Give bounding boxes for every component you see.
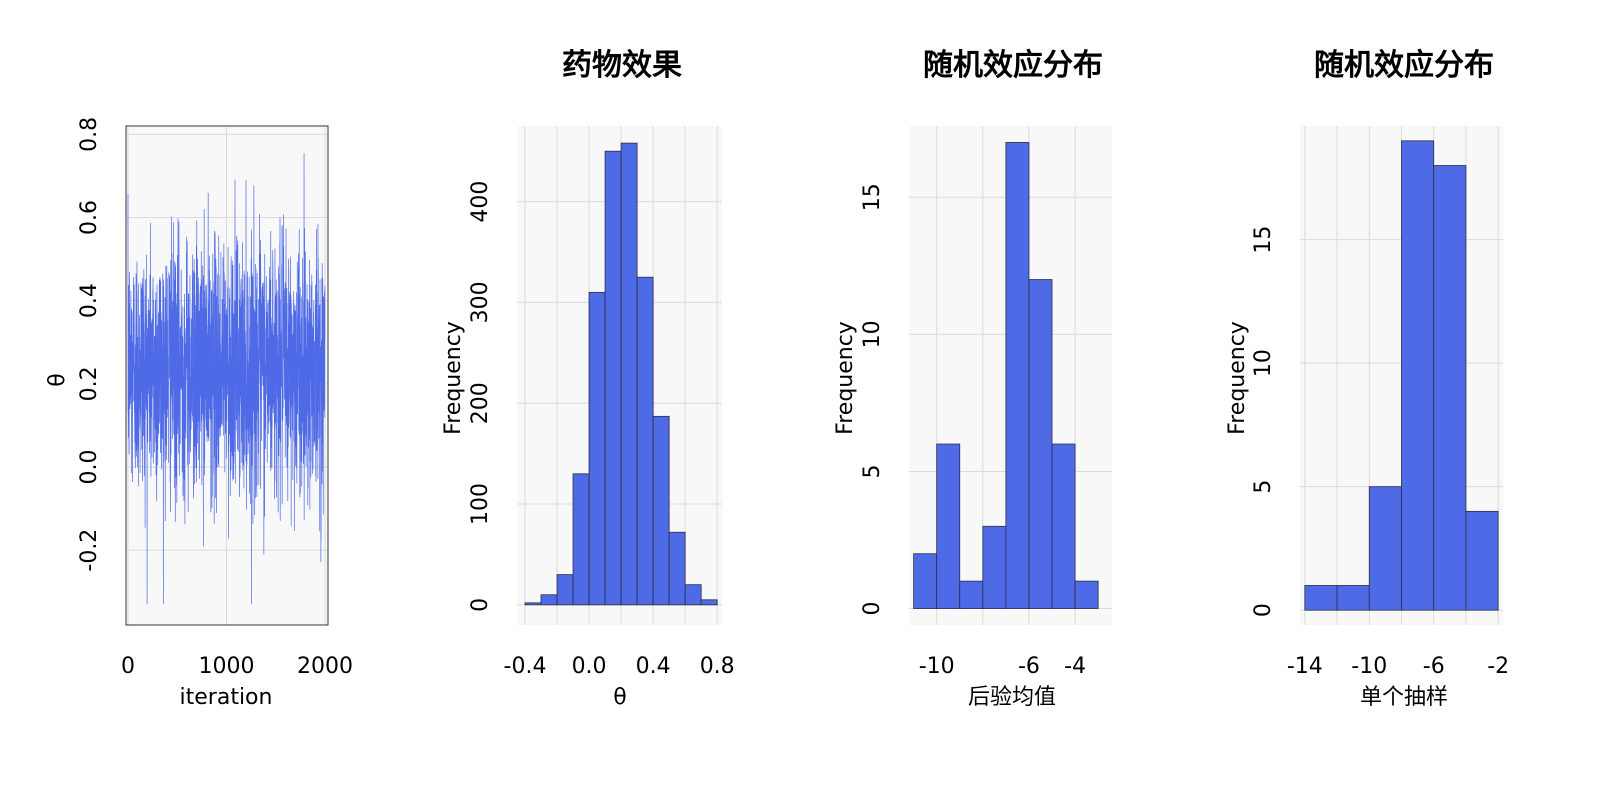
y-tick-label: 0.4 bbox=[77, 283, 102, 318]
x-tick-label: -14 bbox=[1287, 654, 1323, 679]
y-tick-label: 5 bbox=[1251, 480, 1276, 494]
x-tick-label: 0.8 bbox=[700, 654, 735, 679]
y-tick-label: -0.2 bbox=[77, 529, 102, 572]
y-tick-label: 0.6 bbox=[77, 200, 102, 235]
histogram-bar bbox=[1074, 580, 1099, 609]
histogram-bar bbox=[668, 531, 686, 606]
histogram-bar bbox=[982, 525, 1007, 609]
histogram-bar bbox=[524, 602, 542, 606]
histogram-bar bbox=[1028, 279, 1053, 609]
histogram-bar bbox=[1051, 443, 1076, 609]
histogram-bar bbox=[540, 594, 558, 606]
random-effects-posterior-mean-panel: 随机效应分布 -10 -6 -4 0 5 10 15 后验均值 Frequency bbox=[833, 48, 1112, 710]
y-tick-label: 15 bbox=[1251, 226, 1276, 254]
x-axis-label: 后验均值 bbox=[968, 685, 1056, 710]
x-tick-label: -10 bbox=[1351, 654, 1387, 679]
trace-plot-panel: 0 1000 2000 -0.2 0.0 0.2 0.4 0.6 0.8 iteration θ bbox=[45, 117, 353, 710]
histogram-bar bbox=[700, 599, 718, 606]
histogram-bar bbox=[913, 553, 938, 609]
histogram-bar bbox=[1304, 585, 1338, 611]
histogram-bar bbox=[1465, 510, 1499, 611]
histogram-bar bbox=[1336, 585, 1370, 611]
histogram-bar bbox=[588, 291, 606, 606]
histogram-bar bbox=[1005, 142, 1030, 609]
y-axis-label: θ bbox=[45, 373, 70, 386]
y-tick-label: 400 bbox=[468, 181, 493, 223]
histogram-bar bbox=[936, 443, 961, 609]
histogram-bar bbox=[636, 276, 654, 606]
y-axis-label: Frequency bbox=[833, 321, 858, 435]
panel-title: 药物效果 bbox=[562, 48, 682, 83]
x-tick-label: 0.4 bbox=[636, 654, 671, 679]
histogram-bar bbox=[684, 584, 702, 606]
x-axis-label: iteration bbox=[180, 685, 273, 710]
x-tick-label: -10 bbox=[919, 654, 955, 679]
y-tick-label: 5 bbox=[860, 464, 885, 478]
panel-title: 随机效应分布 bbox=[923, 48, 1103, 83]
panel-title: 随机效应分布 bbox=[1314, 48, 1494, 83]
x-axis-label: 单个抽样 bbox=[1360, 685, 1448, 710]
histogram-bar bbox=[556, 574, 574, 606]
histogram-bar bbox=[1433, 165, 1467, 611]
plot-frame bbox=[125, 125, 329, 626]
y-tick-label: 0 bbox=[860, 602, 885, 616]
histogram-bar bbox=[1368, 486, 1402, 611]
x-axis-label: θ bbox=[613, 685, 626, 710]
y-tick-label: 0.2 bbox=[77, 366, 102, 401]
x-tick-label: 1000 bbox=[199, 654, 255, 679]
y-axis-label: Frequency bbox=[1225, 321, 1250, 435]
x-tick-label: -2 bbox=[1487, 654, 1509, 679]
y-tick-label: 300 bbox=[468, 281, 493, 323]
histogram-bar bbox=[959, 580, 984, 609]
histogram-bar bbox=[620, 142, 638, 606]
y-tick-label: 15 bbox=[860, 183, 885, 211]
drug-effect-histogram-panel: 药物效果 -0.4 0.0 0.4 0.8 0 100 200 300 400 θ Freque… bbox=[441, 48, 735, 710]
x-tick-label: -6 bbox=[1423, 654, 1445, 679]
x-tick-label: 0.0 bbox=[572, 654, 607, 679]
random-effects-single-draw-panel: 随机效应分布 -14 -10 -6 -2 0 5 10 15 单个抽样 Frequency bbox=[1225, 48, 1509, 710]
y-axis-label: Frequency bbox=[441, 321, 466, 435]
histogram-bar bbox=[1401, 140, 1435, 611]
y-tick-label: 10 bbox=[860, 320, 885, 348]
histogram-bar bbox=[652, 415, 670, 606]
x-tick-label: -6 bbox=[1018, 654, 1040, 679]
y-tick-label: 200 bbox=[468, 382, 493, 424]
x-tick-label: -0.4 bbox=[504, 654, 547, 679]
y-tick-label: 0 bbox=[468, 598, 493, 612]
histogram-bar bbox=[572, 473, 590, 606]
y-tick-label: 0.8 bbox=[77, 117, 102, 152]
y-tick-label: 100 bbox=[468, 483, 493, 525]
y-tick-label: 0 bbox=[1251, 603, 1276, 617]
x-tick-label: 0 bbox=[121, 654, 135, 679]
y-tick-label: 10 bbox=[1251, 349, 1276, 377]
x-tick-label: 2000 bbox=[297, 654, 353, 679]
histogram-bar bbox=[604, 150, 622, 606]
y-tick-label: 0.0 bbox=[77, 449, 102, 484]
trace-line bbox=[127, 153, 326, 605]
x-tick-label: -4 bbox=[1064, 654, 1086, 679]
